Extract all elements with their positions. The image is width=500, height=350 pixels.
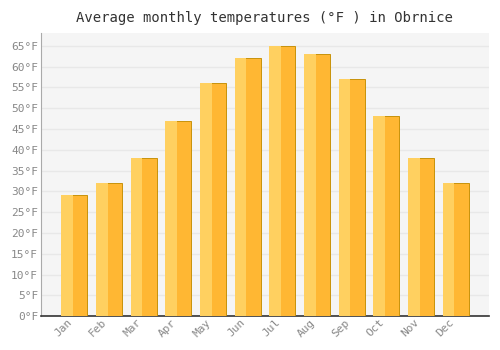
- Bar: [200, 83, 211, 316]
- Bar: [373, 117, 385, 316]
- Bar: [96, 183, 108, 316]
- Bar: [442, 183, 468, 316]
- Bar: [269, 46, 281, 316]
- Bar: [165, 121, 177, 316]
- Bar: [234, 58, 260, 316]
- Bar: [269, 46, 295, 316]
- Bar: [96, 183, 122, 316]
- Bar: [130, 158, 142, 316]
- Bar: [62, 195, 73, 316]
- Bar: [373, 117, 399, 316]
- Title: Average monthly temperatures (°F ) in Obrnice: Average monthly temperatures (°F ) in Ob…: [76, 11, 454, 25]
- Bar: [234, 58, 246, 316]
- Bar: [304, 54, 316, 316]
- Bar: [304, 54, 330, 316]
- Bar: [62, 195, 87, 316]
- Bar: [130, 158, 156, 316]
- Bar: [408, 158, 420, 316]
- Bar: [200, 83, 226, 316]
- Bar: [442, 183, 454, 316]
- Bar: [408, 158, 434, 316]
- Bar: [338, 79, 350, 316]
- Bar: [165, 121, 191, 316]
- Bar: [338, 79, 364, 316]
